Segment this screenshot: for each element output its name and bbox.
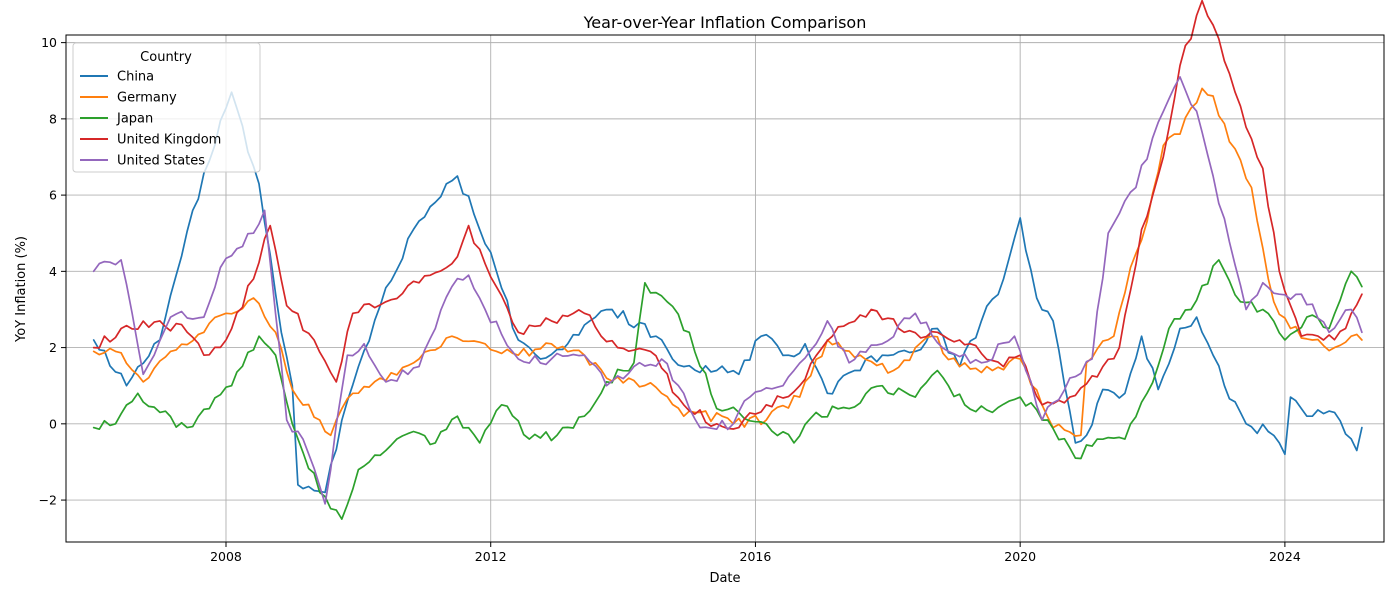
y-tick-label: 10 bbox=[41, 35, 57, 50]
y-tick-label: 6 bbox=[49, 188, 57, 203]
x-tick-label: 2012 bbox=[475, 549, 507, 564]
legend-label-japan: Japan bbox=[116, 112, 153, 127]
chart-title: Year-over-Year Inflation Comparison bbox=[583, 13, 867, 32]
series-line-china bbox=[92, 91, 1363, 494]
series-line-united-states bbox=[92, 76, 1363, 505]
y-axis-label: YoY Inflation (%) bbox=[14, 236, 29, 343]
y-tick-label: 2 bbox=[49, 340, 57, 355]
tick-layer: 2008 2012 2016 2020 2024 −2 0 2 4 6 8 10 bbox=[39, 35, 1301, 564]
legend: Country China Germany Japan United Kingdom U… bbox=[72, 42, 261, 173]
legend-label-china: China bbox=[117, 70, 154, 85]
y-tick-label: 0 bbox=[49, 416, 57, 431]
series-layer bbox=[92, 0, 1363, 520]
y-tick-label: −2 bbox=[39, 493, 57, 508]
y-tick-label: 4 bbox=[49, 264, 57, 279]
legend-box bbox=[72, 42, 261, 173]
y-tick-label: 8 bbox=[49, 111, 57, 126]
series-line-japan bbox=[92, 259, 1363, 520]
x-tick-label: 2024 bbox=[1269, 549, 1301, 564]
x-tick-label: 2008 bbox=[210, 549, 242, 564]
x-axis-label: Date bbox=[709, 571, 740, 586]
legend-label-germany: Germany bbox=[117, 91, 177, 106]
legend-label-united-kingdom: United Kingdom bbox=[117, 133, 221, 148]
legend-label-united-states: United States bbox=[117, 154, 205, 169]
plot-frame bbox=[65, 34, 1385, 543]
legend-title: Country bbox=[140, 50, 192, 65]
x-tick-label: 2016 bbox=[740, 549, 772, 564]
x-tick-label: 2020 bbox=[1004, 549, 1036, 564]
grid-layer bbox=[66, 35, 1384, 542]
